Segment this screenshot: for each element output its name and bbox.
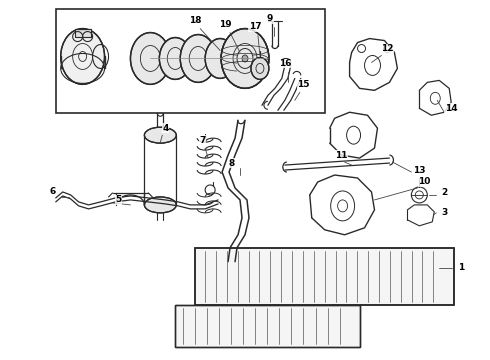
Bar bbox=[175, 305, 360, 347]
Text: 8: 8 bbox=[229, 158, 235, 167]
Bar bbox=[74, 28, 91, 37]
Ellipse shape bbox=[205, 39, 235, 78]
Bar bbox=[175, 305, 360, 347]
Text: 7: 7 bbox=[199, 136, 205, 145]
Text: 15: 15 bbox=[297, 80, 310, 89]
Bar bbox=[195, 248, 454, 305]
Ellipse shape bbox=[145, 197, 176, 213]
Ellipse shape bbox=[251, 58, 269, 80]
Text: 10: 10 bbox=[418, 177, 431, 186]
Text: 12: 12 bbox=[381, 44, 393, 53]
Text: 4: 4 bbox=[162, 124, 169, 133]
Text: 6: 6 bbox=[49, 188, 56, 197]
Ellipse shape bbox=[180, 35, 216, 82]
Text: 11: 11 bbox=[335, 150, 348, 159]
Text: 1: 1 bbox=[458, 263, 465, 272]
Text: 19: 19 bbox=[219, 20, 231, 29]
Text: 14: 14 bbox=[445, 104, 458, 113]
Bar bbox=[195, 248, 454, 305]
Text: 2: 2 bbox=[441, 188, 447, 197]
Text: 3: 3 bbox=[441, 208, 447, 217]
Text: 5: 5 bbox=[115, 195, 122, 204]
Text: 13: 13 bbox=[413, 166, 426, 175]
Text: 9: 9 bbox=[267, 14, 273, 23]
Ellipse shape bbox=[221, 28, 269, 88]
Bar bbox=[56, 9, 325, 113]
Ellipse shape bbox=[159, 37, 191, 80]
Ellipse shape bbox=[61, 28, 104, 84]
Text: 18: 18 bbox=[189, 16, 201, 25]
Ellipse shape bbox=[130, 32, 171, 84]
Ellipse shape bbox=[145, 127, 176, 143]
Text: 17: 17 bbox=[248, 22, 261, 31]
Ellipse shape bbox=[242, 55, 248, 62]
Text: 16: 16 bbox=[279, 59, 291, 68]
